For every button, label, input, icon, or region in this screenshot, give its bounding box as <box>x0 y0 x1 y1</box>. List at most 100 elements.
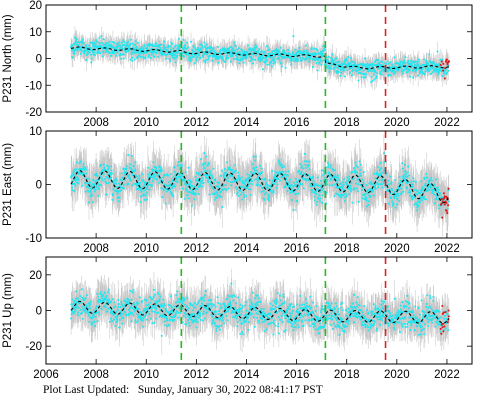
data-point <box>163 40 166 43</box>
data-point <box>422 58 425 61</box>
data-point <box>74 48 77 51</box>
data-point <box>337 70 340 73</box>
data-point <box>160 43 163 46</box>
data-point <box>415 64 418 67</box>
data-point <box>447 60 450 63</box>
data-point <box>81 40 84 43</box>
data-point <box>229 53 232 56</box>
data-point <box>175 177 178 180</box>
data-point <box>105 45 108 48</box>
data-point <box>280 65 283 68</box>
data-point <box>145 191 148 194</box>
data-point <box>212 188 215 191</box>
data-point <box>120 172 123 175</box>
data-point <box>429 72 433 76</box>
data-point <box>258 48 261 51</box>
model-fit-line <box>70 46 450 70</box>
data-point <box>308 60 311 63</box>
data-point <box>115 179 118 182</box>
data-point <box>167 44 170 47</box>
data-point <box>253 49 256 52</box>
data-point <box>330 63 333 66</box>
data-point <box>145 198 148 201</box>
data-point <box>76 41 79 44</box>
data-point <box>151 180 154 183</box>
data-point <box>368 69 372 72</box>
data-point <box>81 50 84 53</box>
data-point <box>130 154 133 157</box>
data-point <box>143 44 146 47</box>
data-point <box>85 172 88 175</box>
data-point <box>90 188 93 191</box>
data-point <box>234 186 238 189</box>
data-point <box>137 54 140 57</box>
data-point <box>193 198 196 201</box>
data-point <box>288 53 292 56</box>
data-point <box>270 60 273 63</box>
data-point <box>188 191 191 194</box>
data-point <box>195 178 198 181</box>
data-point <box>217 181 220 184</box>
data-point <box>169 188 172 191</box>
data-point <box>186 185 189 188</box>
data-point <box>380 73 383 76</box>
data-point <box>436 50 439 53</box>
data-point <box>275 48 278 51</box>
data-point <box>356 66 359 70</box>
data-point <box>386 60 389 63</box>
data-point <box>135 51 138 54</box>
data-point <box>207 181 210 184</box>
data-point <box>84 190 87 193</box>
data-point <box>381 61 384 64</box>
data-point <box>71 183 74 186</box>
data-point <box>194 185 197 188</box>
data-point <box>98 42 101 45</box>
data-point <box>390 67 393 70</box>
data-point <box>264 52 267 55</box>
data-point <box>280 62 283 65</box>
data-point <box>406 65 409 68</box>
data-point <box>195 59 198 62</box>
data-point <box>131 42 134 45</box>
data-point <box>209 183 212 186</box>
data-point <box>129 179 132 182</box>
y-axis-label: P231 North (mm) <box>2 14 14 102</box>
data-point <box>229 46 233 49</box>
data-point <box>82 162 85 165</box>
data-point <box>122 183 125 186</box>
data-point <box>105 42 108 45</box>
data-point <box>281 56 284 59</box>
data-point <box>242 55 245 58</box>
data-point <box>174 44 178 47</box>
data-point <box>226 177 229 180</box>
data-point <box>173 170 176 173</box>
data-point <box>102 44 105 47</box>
data-point <box>158 45 161 49</box>
data-point <box>207 56 210 59</box>
data-point <box>432 67 435 70</box>
data-point <box>231 168 234 172</box>
data-point <box>96 40 99 43</box>
data-point <box>117 200 120 203</box>
data-point <box>171 186 174 190</box>
data-point <box>189 56 192 59</box>
data-point <box>249 47 252 50</box>
data-point <box>339 74 342 77</box>
data-point <box>203 152 206 155</box>
data-point <box>236 56 239 59</box>
data-point <box>435 68 438 71</box>
data-point <box>424 70 427 73</box>
data-point <box>204 176 208 179</box>
data-point <box>106 173 109 176</box>
data-point <box>197 54 200 57</box>
data-point <box>200 171 203 174</box>
data-point <box>75 43 78 46</box>
data-point <box>101 47 104 50</box>
data-point <box>234 45 237 48</box>
data-point <box>227 187 230 190</box>
data-point <box>92 43 95 46</box>
data-point <box>167 174 170 177</box>
data-point <box>203 41 206 44</box>
data-point <box>140 46 143 49</box>
data-point <box>148 188 151 191</box>
